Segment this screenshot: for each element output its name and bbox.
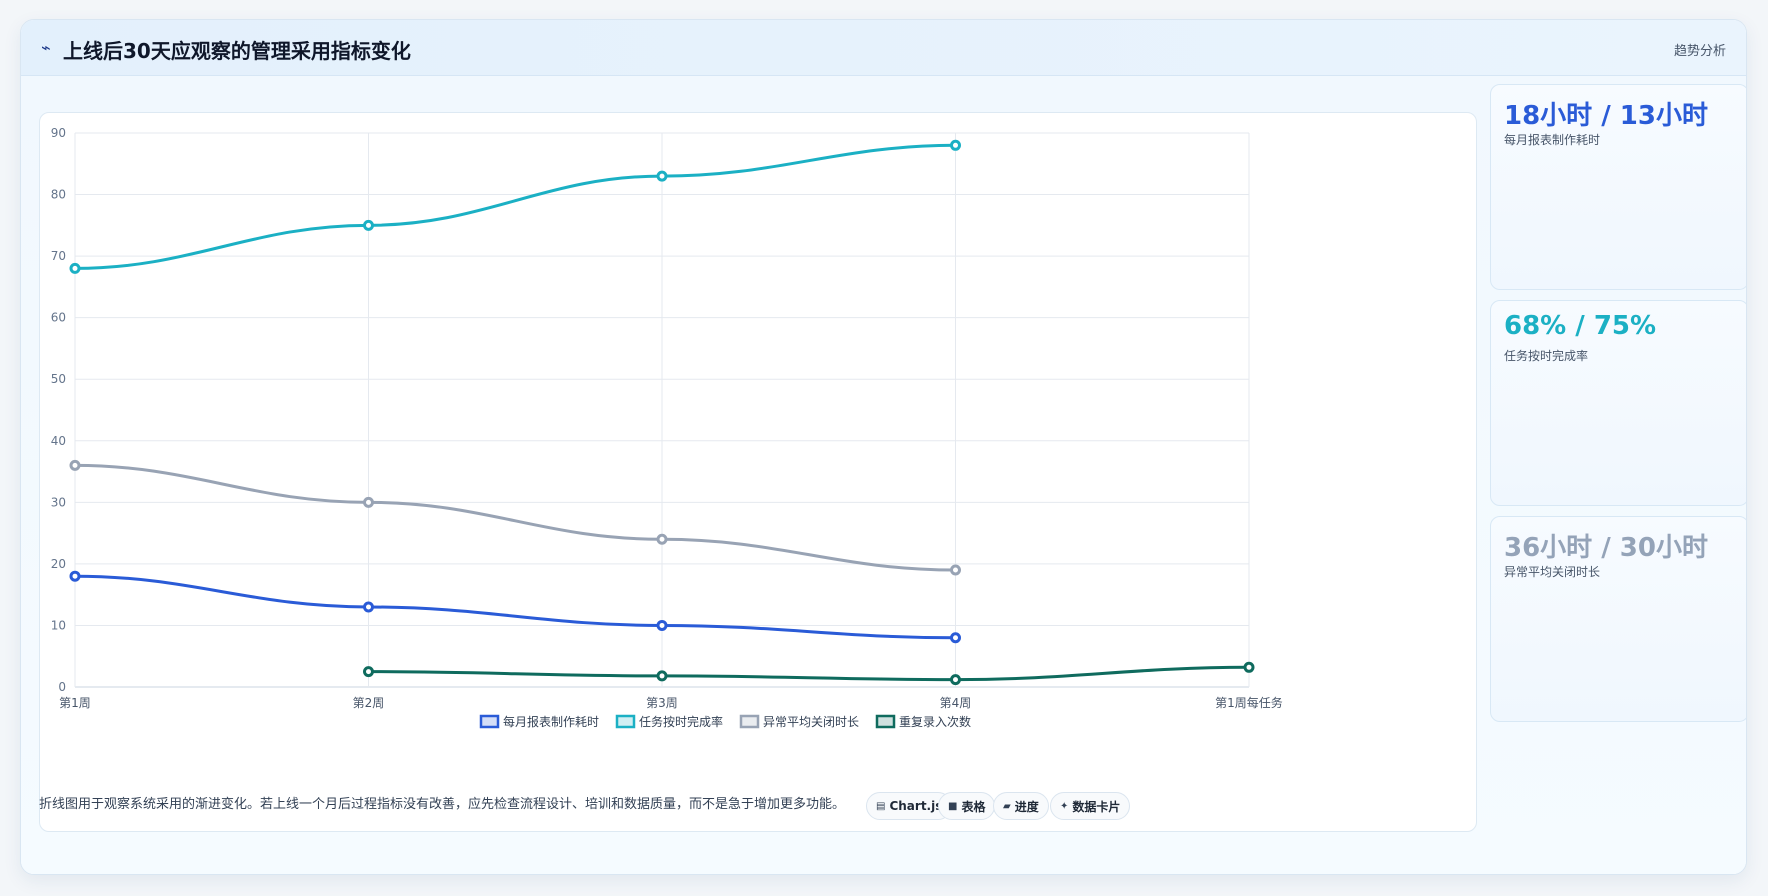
series-point-1 <box>69 570 81 582</box>
stat-value: 18小时 / 13小时 <box>1504 101 1708 131</box>
series-point-2 <box>69 262 81 274</box>
series-point-1 <box>363 601 374 613</box>
y-tick-label: 30 <box>51 495 66 509</box>
y-tick-label: 60 <box>51 311 66 325</box>
y-tick-label: 80 <box>51 188 66 202</box>
x-tick-label: 第1周每任务 <box>1215 695 1283 710</box>
legend-label: 每月报表制作耗时 <box>503 714 599 729</box>
page-title: 上线后30天应观察的管理采用指标变化 <box>63 39 411 63</box>
series-point-4 <box>363 666 374 678</box>
series-point-4 <box>1243 661 1255 673</box>
series-point-3 <box>363 496 374 508</box>
y-tick-label: 50 <box>51 372 66 386</box>
series-point-4 <box>656 670 668 682</box>
stat-value: 68% / 75% <box>1504 311 1657 341</box>
y-tick-label: 10 <box>51 618 66 632</box>
x-tick-label: 第4周 <box>940 696 972 710</box>
series-point-1 <box>950 632 961 644</box>
card-header: ⌁ 上线后30天应观察的管理采用指标变化 趋势分析 <box>21 20 1746 76</box>
x-tick-label: 第2周 <box>353 696 385 710</box>
series-line-3 <box>74 463 956 572</box>
trend-analysis-tag: 趋势分析 <box>1673 44 1726 59</box>
series-point-3 <box>656 533 668 545</box>
pill-chartjs[interactable]: ▤ Chart.js <box>866 792 953 820</box>
legend-swatch <box>739 714 760 729</box>
footer-note: 折线图用于观察系统采用的渐进变化。若上线一个月后过程指标没有改善，应先检查流程设… <box>39 797 846 812</box>
x-tick-label: 第1周 <box>59 696 91 710</box>
pill-progress[interactable]: ▰ 进度 <box>993 792 1049 820</box>
legend-label: 异常平均关闭时长 <box>763 715 859 729</box>
pill-label: 表格 <box>961 799 986 814</box>
y-tick-label: 90 <box>51 126 66 140</box>
legend-swatch <box>479 714 500 729</box>
series-point-3 <box>69 459 81 471</box>
pill-data-card[interactable]: ✦ 数据卡片 <box>1050 792 1131 820</box>
stat-label: 任务按时完成率 <box>1504 349 1589 363</box>
pill-label: 进度 <box>1014 799 1039 814</box>
chart-line-icon: ⌁ <box>41 38 51 57</box>
pill-label: 数据卡片 <box>1072 799 1121 814</box>
stat-label: 每月报表制作耗时 <box>1504 133 1601 147</box>
series-point-2 <box>656 170 668 182</box>
series-point-1 <box>656 619 668 631</box>
pill-label: Chart.js <box>889 799 943 813</box>
x-tick-label: 第3周 <box>646 696 678 710</box>
stat-value: 36小时 / 30小时 <box>1504 533 1708 563</box>
series-point-3 <box>950 564 961 576</box>
line-chart: 0 10 20 30 40 50 60 70 80 90 第1周 第2周 第3周 第4周 第1周每任务每月报… <box>51 126 1283 729</box>
series-point-2 <box>363 219 374 231</box>
pill-table[interactable]: ■ 表格 <box>938 792 996 820</box>
y-tick-label: 40 <box>51 434 66 448</box>
y-tick-label: 70 <box>51 249 66 263</box>
y-tick-label: 0 <box>58 680 66 694</box>
chart-icon: ▤ <box>876 800 886 812</box>
report-card: ⌁ 上线后30天应观察的管理采用指标变化 趋势分析 0 10 20 30 40 50 60 7… <box>20 19 1747 875</box>
progress-icon: ▰ <box>1003 800 1011 812</box>
stat-card-completion-rate: 68% / 75% 任务按时完成率 <box>1490 300 1746 506</box>
legend-swatch <box>875 714 896 729</box>
y-tick-label: 20 <box>51 557 66 571</box>
card-body: 0 10 20 30 40 50 60 70 80 90 第1周 第2周 第3周 第4周 第1周每任务 每月报… <box>21 76 1746 874</box>
series-point-4 <box>950 674 961 686</box>
legend-label: 重复录入次数 <box>899 714 971 729</box>
series-line-1 <box>74 574 956 640</box>
series-line-4 <box>368 665 1250 682</box>
series-line-2 <box>74 143 956 270</box>
stat-card-exception-close-time: 36小时 / 30小时 异常平均关闭时长 <box>1490 516 1746 722</box>
sparkle-icon: ✦ <box>1060 800 1069 812</box>
stat-card-report-time: 18小时 / 13小时 每月报表制作耗时 <box>1490 84 1746 290</box>
table-icon: ■ <box>948 800 958 812</box>
chart-panel: 0 10 20 30 40 50 60 70 80 90 第1周 第2周 第3周 第4周 第1周每任务每月报… <box>39 112 1477 832</box>
legend-label: 任务按时完成率 <box>639 714 723 729</box>
legend-swatch <box>615 714 636 729</box>
stat-label: 异常平均关闭时长 <box>1504 565 1601 579</box>
series-point-2 <box>950 139 961 151</box>
